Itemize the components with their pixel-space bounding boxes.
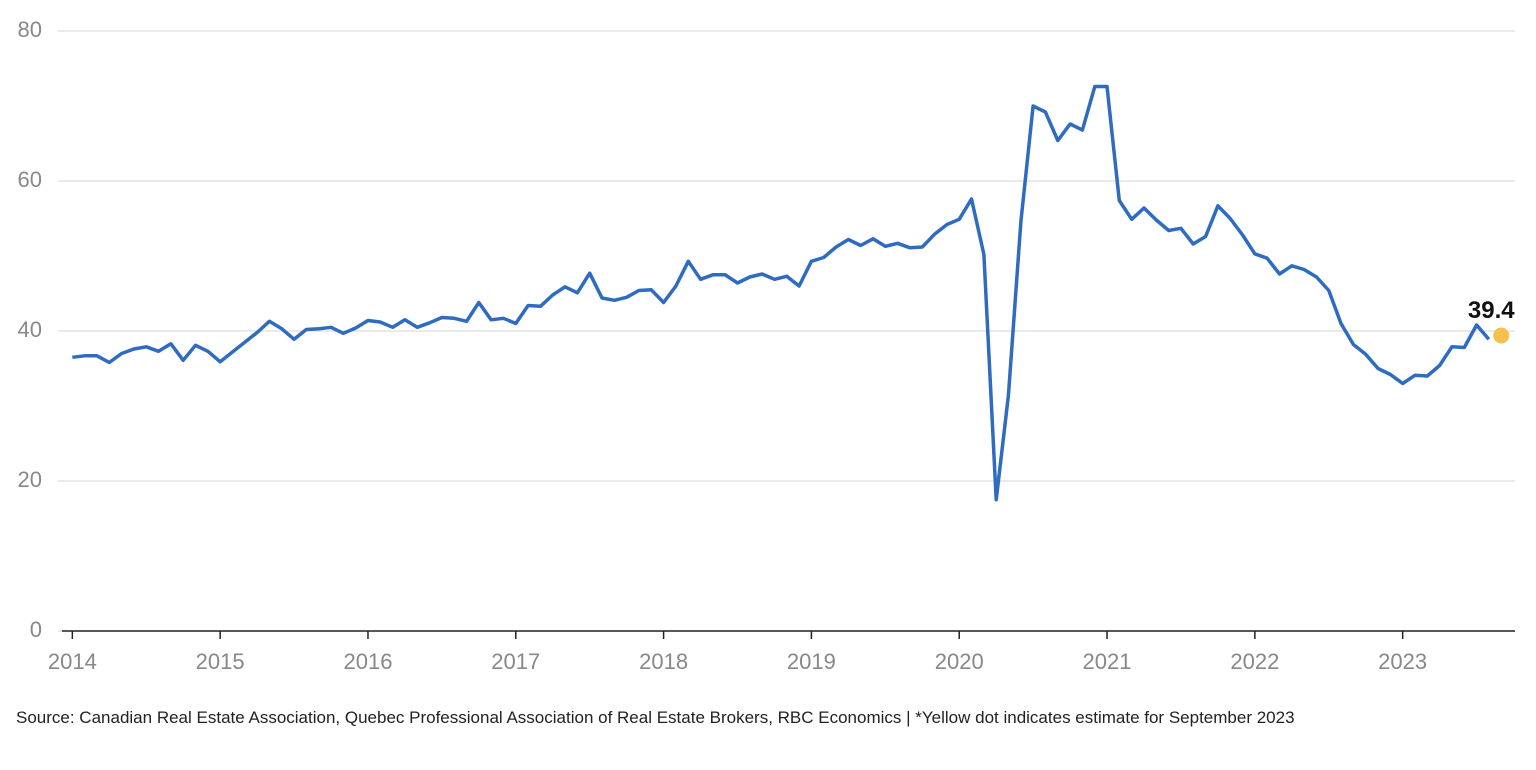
x-tick-label: 2022: [1230, 649, 1279, 674]
x-tick-label: 2017: [491, 649, 540, 674]
y-tick-label: 40: [18, 317, 42, 342]
data-line: [72, 84, 1491, 502]
y-tick-label: 80: [18, 17, 42, 42]
x-tick-label: 2018: [639, 649, 688, 674]
y-tick-label: 60: [18, 167, 42, 192]
estimate-label: 39.4: [1468, 297, 1515, 324]
estimate-dot: [1493, 327, 1510, 344]
x-tick-label: 2019: [787, 649, 836, 674]
x-tick-label: 2021: [1083, 649, 1132, 674]
x-tick-label: 2023: [1378, 649, 1427, 674]
y-tick-label: 0: [30, 617, 42, 642]
y-tick-label: 20: [18, 467, 42, 492]
chart: 0 20 40 60 80 2014 2015 2016 2017 2018 2019 2020 202…: [18, 17, 1516, 674]
x-tick-label: 2014: [48, 649, 97, 674]
x-tick-label: 2015: [196, 649, 245, 674]
x-tick-label: 2016: [343, 649, 392, 674]
source-note: Source: Canadian Real Estate Association…: [16, 708, 1295, 727]
x-tick-label: 2020: [935, 649, 984, 674]
